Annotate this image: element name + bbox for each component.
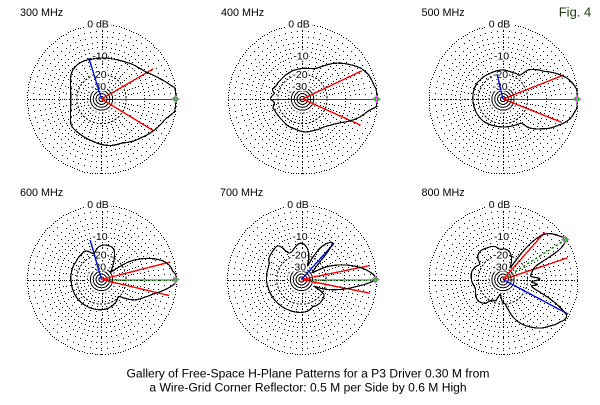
- svg-text:400 MHz: 400 MHz: [221, 7, 264, 19]
- svg-text:0 dB: 0 dB: [489, 199, 511, 211]
- svg-text:a Wire-Grid Corner Reflector:: a Wire-Grid Corner Reflector: 0.5 M per …: [149, 381, 466, 395]
- svg-text:-30: -30: [292, 81, 307, 93]
- svg-text:-10: -10: [92, 51, 107, 63]
- svg-text:0 dB: 0 dB: [87, 19, 109, 31]
- svg-text:Fig. 4: Fig. 4: [559, 5, 592, 20]
- svg-text:0 dB: 0 dB: [87, 199, 109, 211]
- svg-text:500 MHz: 500 MHz: [422, 7, 465, 19]
- svg-text:Gallery of Free-Space H-Plane: Gallery of Free-Space H-Plane Patterns f…: [127, 367, 490, 381]
- svg-text:-10: -10: [293, 51, 308, 63]
- svg-text:-30: -30: [91, 81, 106, 93]
- svg-text:-20: -20: [493, 69, 508, 81]
- svg-text:600 MHz: 600 MHz: [20, 187, 63, 199]
- svg-text:0 dB: 0 dB: [287, 199, 309, 211]
- svg-text:-30: -30: [291, 261, 306, 273]
- svg-text:-10: -10: [292, 231, 307, 243]
- svg-text:700 MHz: 700 MHz: [220, 187, 263, 199]
- svg-text:300 MHz: 300 MHz: [20, 7, 63, 19]
- svg-text:0 dB: 0 dB: [489, 19, 511, 31]
- svg-text:-20: -20: [292, 69, 307, 81]
- svg-text:-10: -10: [92, 231, 107, 243]
- svg-text:0 dB: 0 dB: [288, 19, 310, 31]
- svg-text:-20: -20: [291, 250, 306, 262]
- svg-text:-30: -30: [492, 261, 507, 273]
- svg-text:-20: -20: [493, 250, 508, 262]
- svg-text:800 MHz: 800 MHz: [422, 187, 465, 199]
- svg-text:-10: -10: [494, 51, 509, 63]
- svg-text:-10: -10: [494, 231, 509, 243]
